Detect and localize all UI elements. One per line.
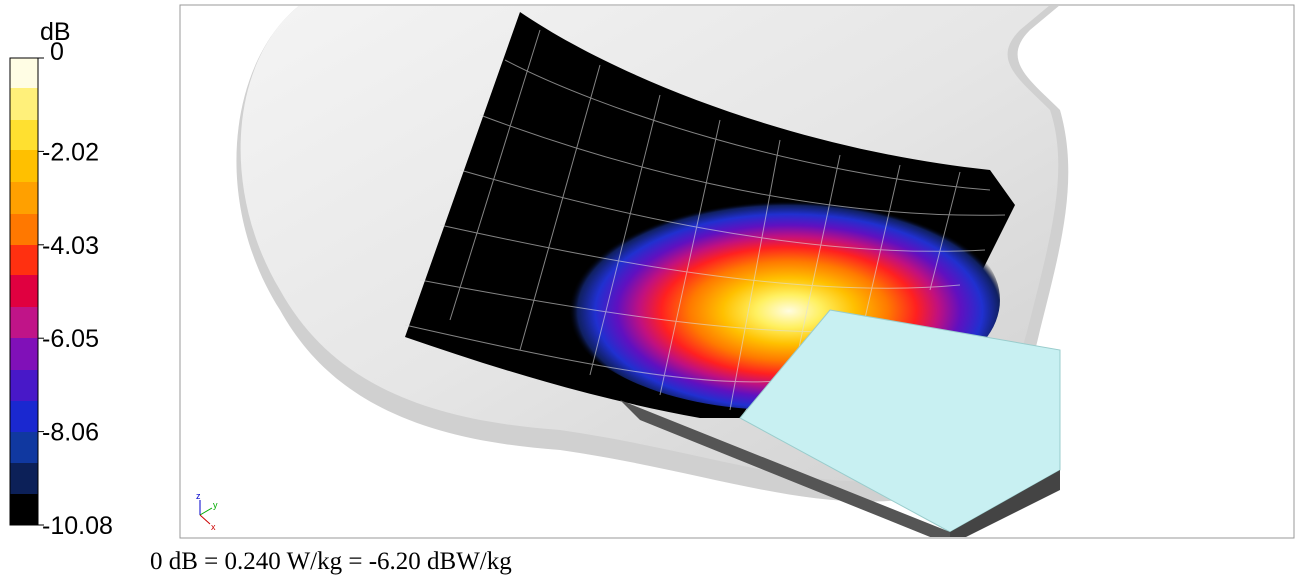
tick-label: -8.06 <box>42 419 99 447</box>
color-band <box>10 214 38 245</box>
color-band <box>10 432 38 463</box>
color-band <box>10 58 38 88</box>
color-band <box>10 120 38 150</box>
caption: 0 dB = 0.240 W/kg = -6.20 dBW/kg <box>150 548 512 576</box>
color-band <box>10 150 38 182</box>
color-band <box>10 463 38 494</box>
color-band <box>10 182 38 214</box>
color-band <box>10 338 38 370</box>
tick-label: -10.08 <box>42 512 113 540</box>
color-band <box>10 245 38 275</box>
tick-label: -6.05 <box>42 325 99 353</box>
color-band <box>10 275 38 307</box>
tick-label: -4.03 <box>42 232 99 260</box>
color-band <box>10 370 38 401</box>
triad-label: z <box>196 491 201 501</box>
colorbar-labels: dB 0-2.02-4.03-6.05-8.06-10.08 <box>38 18 113 540</box>
triad-label: y <box>213 500 218 510</box>
colorbar <box>10 58 38 525</box>
triad-label: x <box>211 522 216 532</box>
color-band <box>10 494 38 525</box>
visualization: dB 0-2.02-4.03-6.05-8.06-10.08 z y x <box>0 0 1297 545</box>
color-band <box>10 88 38 120</box>
color-band <box>10 401 38 432</box>
page: dB 0-2.02-4.03-6.05-8.06-10.08 z y x 0 d… <box>0 0 1297 581</box>
tick-label: -2.02 <box>42 138 99 166</box>
color-band <box>10 307 38 338</box>
tick-label: 0 <box>50 38 64 66</box>
